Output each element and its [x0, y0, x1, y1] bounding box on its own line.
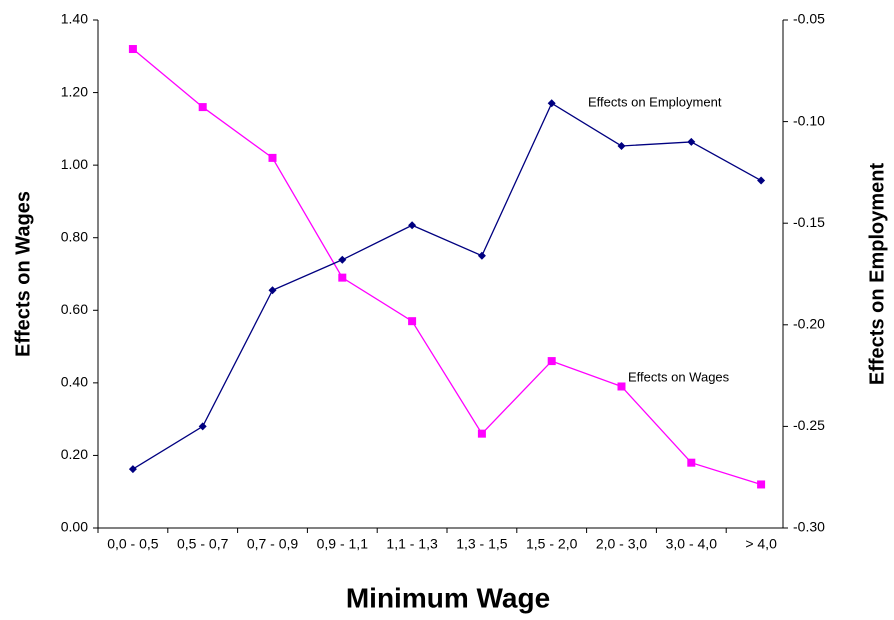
series-annotation: Effects on Wages	[628, 369, 730, 384]
marker	[617, 382, 626, 391]
y-tick-label: 0.40	[61, 374, 88, 390]
y-axis-title: Effects on Wages	[12, 191, 34, 357]
y2-tick-label: -0.25	[793, 417, 825, 433]
y-tick-label: 0.00	[61, 519, 88, 535]
y2-tick-label: -0.20	[793, 316, 825, 332]
y-tick-label: 0.80	[61, 228, 88, 244]
y-tick-label: 0.60	[61, 301, 88, 317]
marker	[757, 176, 766, 185]
y2-tick-label: -0.10	[793, 112, 825, 128]
series-line	[132, 102, 762, 470]
marker	[198, 103, 207, 112]
x-axis-title: Minimum Wage	[346, 582, 550, 613]
marker	[547, 99, 556, 108]
x-tick-label: 1,5 - 2,0	[526, 536, 578, 552]
marker	[757, 480, 766, 489]
series-line	[132, 48, 762, 486]
marker	[408, 221, 417, 230]
marker	[477, 251, 486, 260]
x-tick-label: 0,0 - 0,5	[107, 536, 159, 552]
y-tick-label: 1.00	[61, 156, 88, 172]
marker	[268, 153, 277, 162]
y2-axis-title: Effects on Employment	[866, 163, 888, 386]
x-tick-label: 2,0 - 3,0	[596, 536, 648, 552]
x-tick-label: 3,0 - 4,0	[666, 536, 718, 552]
marker	[617, 141, 626, 150]
x-tick-label: 1,3 - 1,5	[456, 536, 508, 552]
marker	[687, 137, 696, 146]
x-tick-label: 0,7 - 0,9	[247, 536, 299, 552]
y2-tick-label: -0.30	[793, 519, 825, 535]
marker	[198, 422, 207, 431]
x-tick-label: 1,1 - 1,3	[386, 536, 438, 552]
marker	[477, 429, 486, 438]
marker	[408, 317, 417, 326]
x-tick-label: 0,9 - 1,1	[317, 536, 369, 552]
x-tick-label: 0,5 - 0,7	[177, 536, 229, 552]
y2-tick-label: -0.15	[793, 214, 825, 230]
marker	[128, 465, 137, 474]
marker	[338, 273, 347, 282]
y-tick-label: 0.20	[61, 446, 88, 462]
marker	[547, 357, 556, 366]
series-annotation: Effects on Employment	[588, 94, 722, 109]
x-tick-label: > 4,0	[745, 536, 777, 552]
y-tick-label: 1.40	[61, 11, 88, 27]
marker	[268, 286, 277, 295]
y-tick-label: 1.20	[61, 83, 88, 99]
y2-tick-label: -0.05	[793, 11, 825, 27]
marker	[128, 45, 137, 54]
marker	[338, 255, 347, 264]
marker	[687, 458, 696, 467]
